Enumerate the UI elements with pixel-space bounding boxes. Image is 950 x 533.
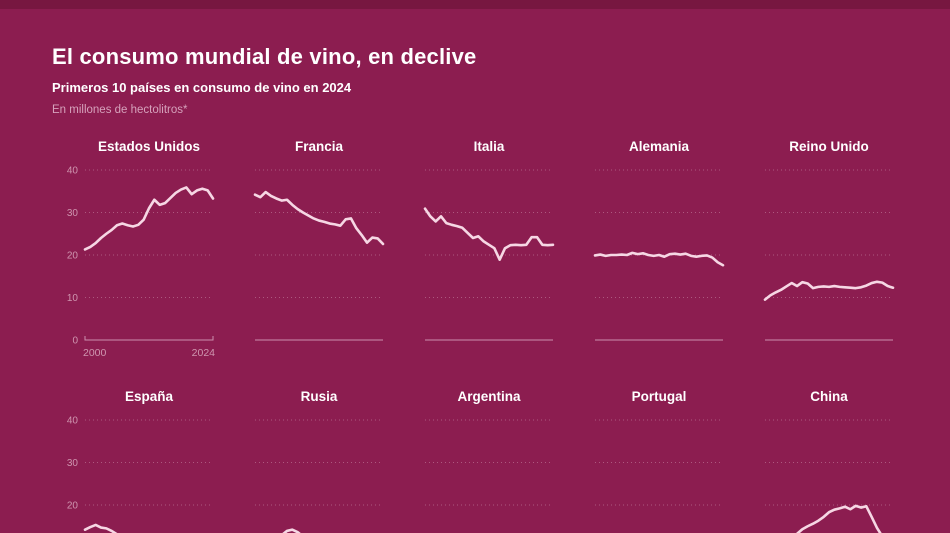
chart-panel-estados-unidos: Estados Unidos 0 10 20 30 40 2000 2024 (45, 138, 215, 365)
charts-row-top: Estados Unidos 0 10 20 30 40 2000 2024 Francia It… (45, 138, 895, 365)
line-chart-svg-portugal (595, 419, 723, 506)
consumption-line (83, 186, 215, 251)
gridlines (765, 419, 893, 506)
consumption-line (795, 504, 882, 533)
line-chart-svg-alemania (593, 169, 725, 341)
chart-panel-rusia: Rusia (255, 388, 383, 533)
gridlines (425, 169, 553, 341)
chart-panel-italia: Italia (423, 138, 555, 365)
gridlines (765, 169, 893, 341)
y-tick-label: 40 (67, 166, 79, 177)
chart-title: China (810, 389, 848, 404)
line-chart-svg-francia (253, 169, 385, 341)
line-chart-svg-italia (423, 169, 555, 341)
chart-panel-alemania: Alemania (593, 138, 725, 365)
y-tick-label: 0 (72, 336, 78, 347)
y-tick-label: 10 (67, 293, 79, 304)
consumption-line (423, 207, 555, 261)
y-tick-label: 20 (67, 501, 79, 512)
y-tick-label: 30 (67, 458, 79, 469)
chart-panel-argentina: Argentina (425, 388, 553, 533)
line-chart-svg-estados-unidos: 0 10 20 30 40 2000 2024 (67, 166, 215, 360)
header: El consumo mundial de vino, en declive P… (52, 44, 476, 117)
top-accent-band (0, 0, 950, 9)
chart-panel-espana: España01020304020002024 (45, 388, 213, 533)
chart-panel-francia: Francia (253, 138, 385, 365)
consumption-line (83, 523, 118, 533)
chart-title: España (124, 389, 174, 404)
line-chart-svg-argentina (425, 419, 553, 506)
chart-title: Francia (294, 139, 344, 154)
chart-panel-portugal: Portugal (595, 388, 723, 533)
line-chart-svg-reino-unido (763, 169, 895, 341)
gridlines (255, 169, 383, 341)
consumption-line (593, 251, 725, 267)
chart-title: Argentina (457, 389, 521, 404)
axis-labels: 0 10 20 30 40 2000 2024 (67, 166, 215, 360)
chart-title: Reino Unido (789, 139, 869, 154)
chart-title: Italia (473, 139, 505, 154)
consumption-line (253, 190, 385, 246)
chart-panel-reino-unido: Reino Unido (763, 138, 895, 365)
y-tick-label: 30 (67, 208, 79, 219)
consumption-line (763, 280, 895, 301)
gridlines (84, 169, 214, 341)
consumption-line (282, 528, 301, 533)
x-tick-label-start: 2000 (83, 347, 107, 359)
gridlines (255, 419, 383, 506)
gridlines (425, 419, 553, 506)
x-tick-label-end: 2024 (192, 347, 216, 359)
chart-title: Estados Unidos (97, 139, 200, 154)
y-tick-label: 40 (67, 416, 79, 427)
charts-row-bottom: España01020304020002024RusiaArgentinaPor… (45, 388, 893, 533)
page-title: El consumo mundial de vino, en declive (52, 44, 477, 69)
chart-title: Rusia (300, 389, 338, 404)
line-chart-svg-china (765, 419, 893, 533)
gridlines (595, 419, 723, 506)
line-chart-svg-rusia (255, 419, 383, 533)
y-tick-label: 20 (67, 251, 79, 262)
chart-title: Alemania (628, 139, 690, 154)
chart-panel-china: China (765, 388, 893, 533)
unit-note: En millones de hectolitros* (52, 104, 188, 116)
page-subtitle: Primeros 10 países en consumo de vino en… (52, 80, 352, 95)
chart-title: Portugal (631, 389, 687, 404)
gridlines (85, 419, 213, 506)
